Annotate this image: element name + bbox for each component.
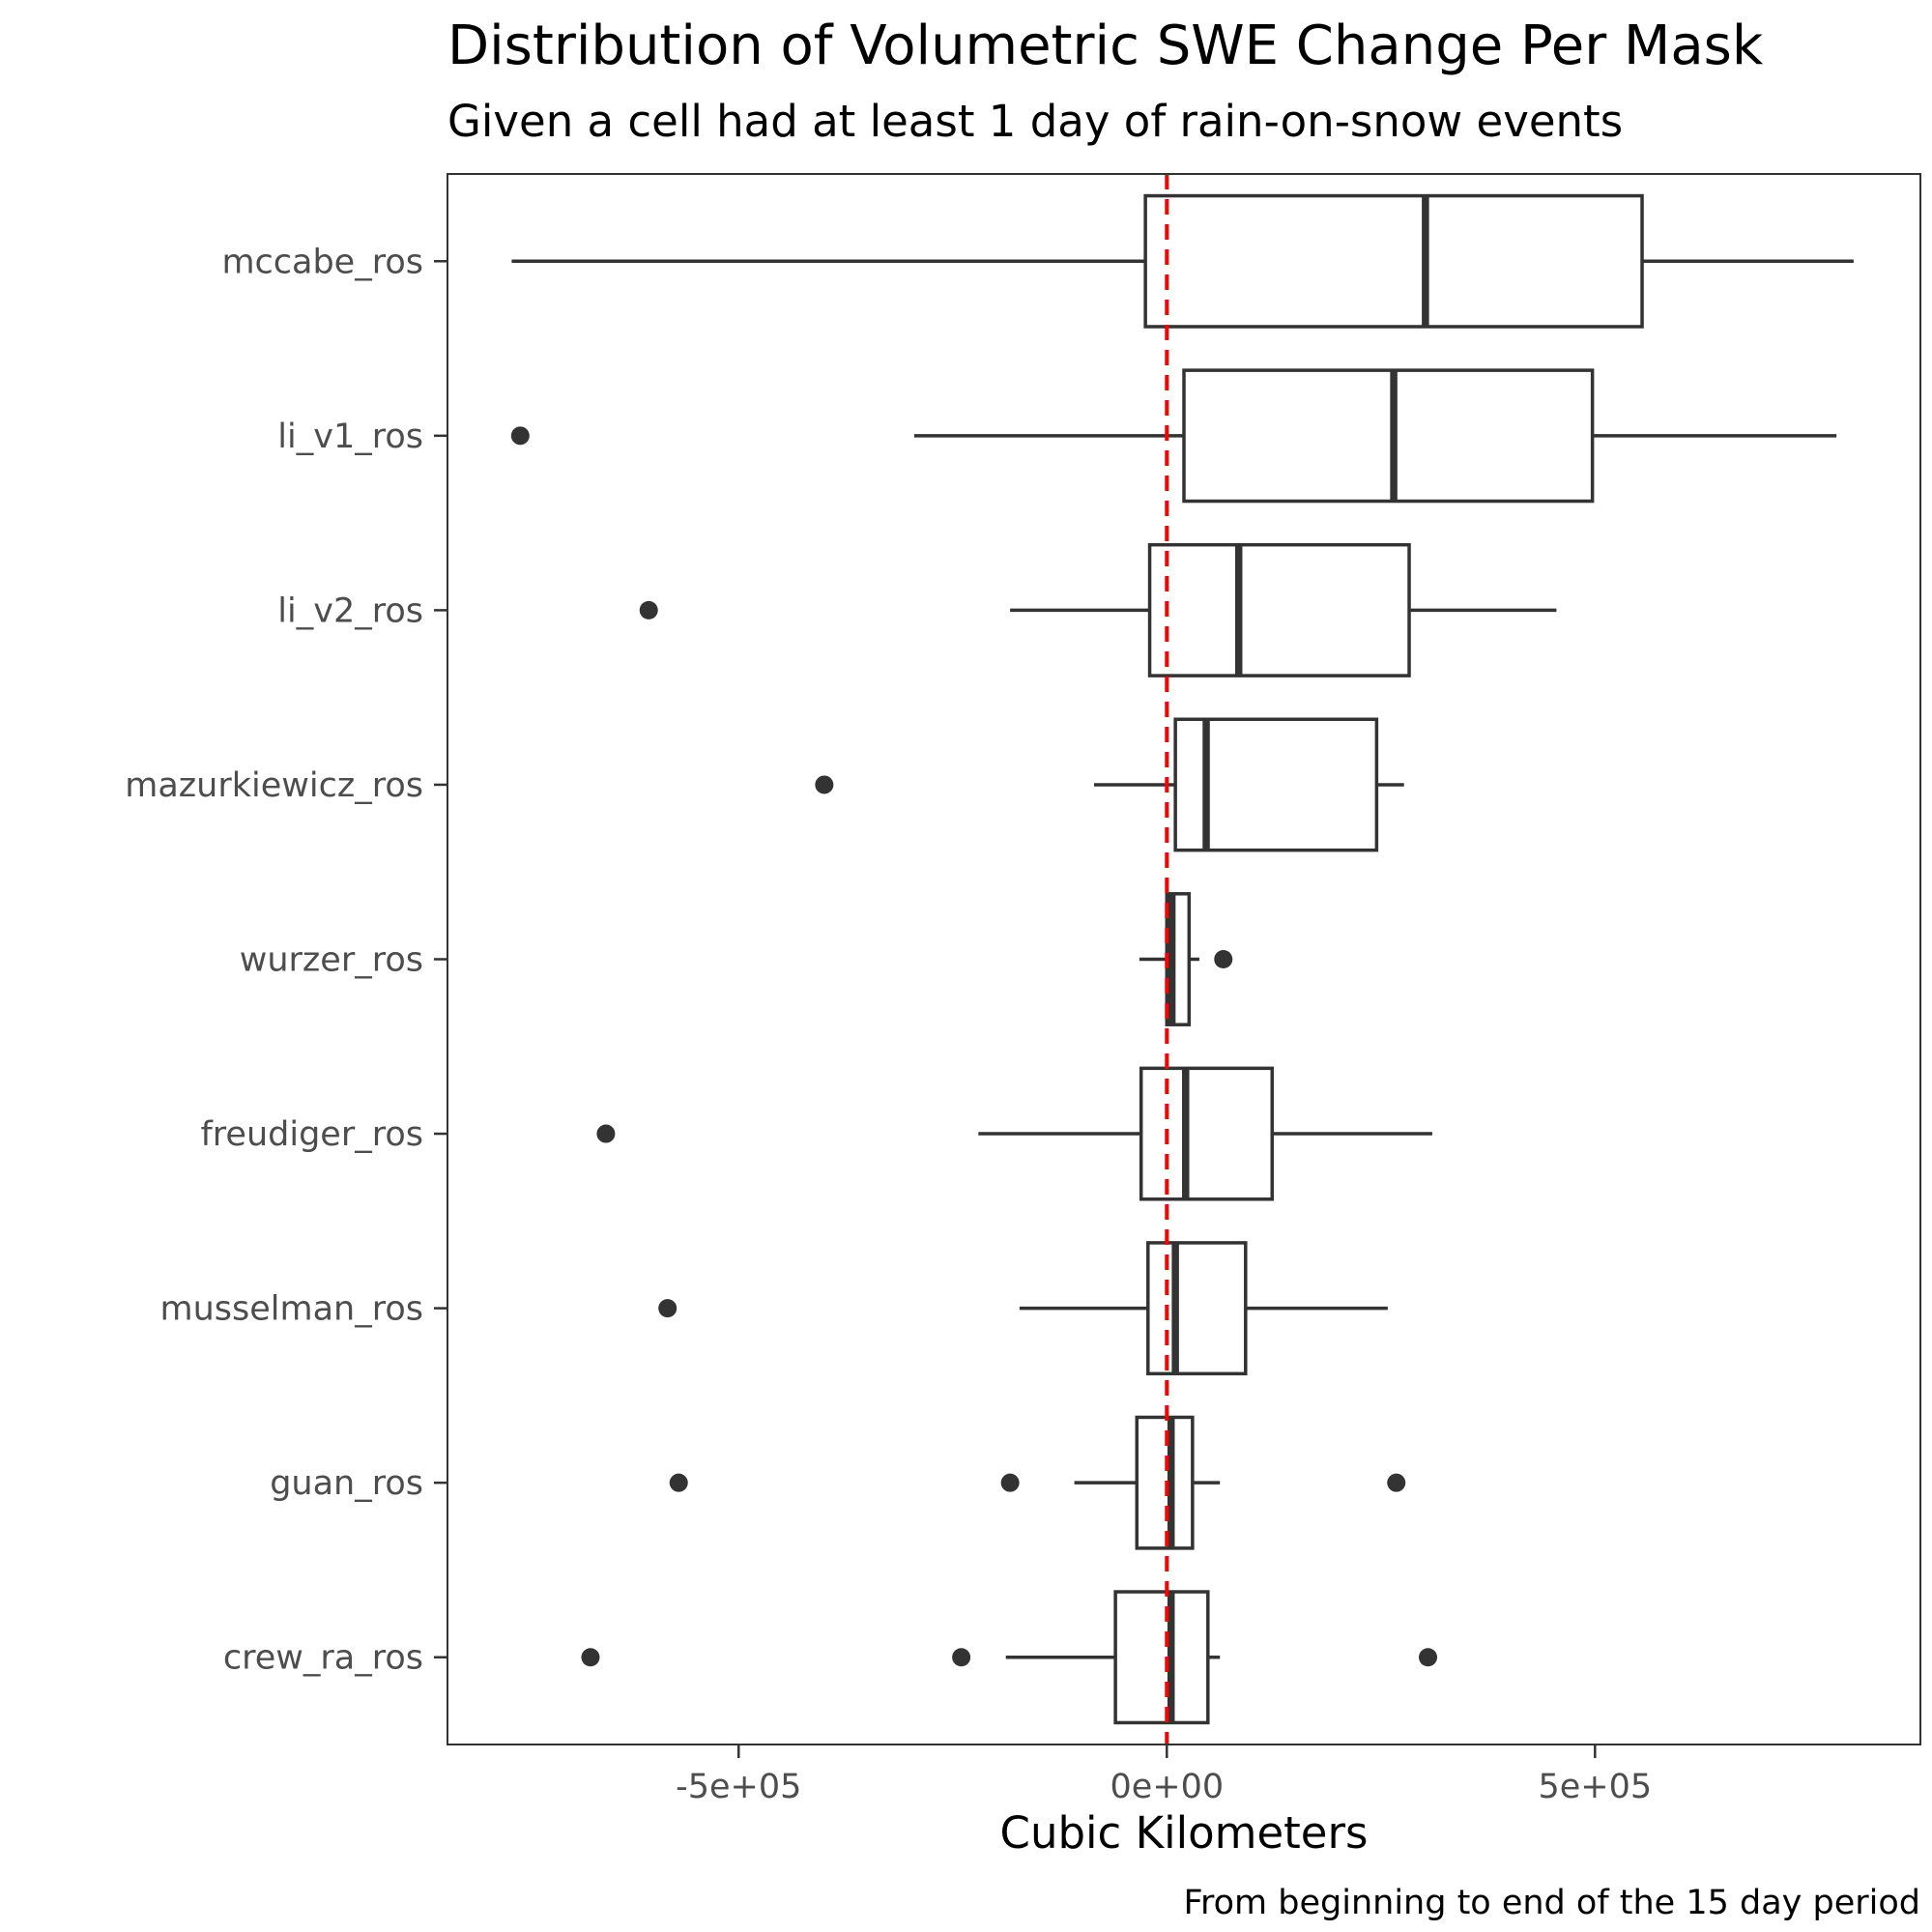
iqr-box	[1146, 1241, 1248, 1376]
y-tick-label: li_v1_ros	[277, 418, 423, 456]
x-tick-label: 0e+00	[1110, 1768, 1224, 1806]
iqr-box	[1139, 1066, 1275, 1201]
x-tick-label: 5e+05	[1538, 1768, 1652, 1806]
outlier-point	[815, 775, 834, 794]
box-group	[511, 193, 1854, 329]
outlier-point	[1387, 1473, 1406, 1492]
box-group	[815, 717, 1404, 852]
y-tick-label: mccabe_ros	[221, 243, 423, 281]
box-group	[658, 1241, 1388, 1376]
outlier-point	[669, 1473, 688, 1492]
x-axis: -5e+05 0e+00 5e+05	[676, 1745, 1652, 1806]
outlier-point	[510, 426, 530, 446]
y-tick-label: crew_ra_ros	[223, 1639, 423, 1678]
iqr-box	[1113, 1590, 1210, 1725]
iqr-box	[1135, 1415, 1195, 1550]
chart-title: Distribution of Volumetric SWE Change Pe…	[447, 14, 1764, 77]
y-tick-label: wurzer_ros	[240, 941, 423, 980]
y-tick-label: guan_ros	[270, 1464, 423, 1503]
outlier-point	[1000, 1473, 1020, 1492]
y-tick-label: musselman_ros	[160, 1290, 424, 1329]
boxes-layer	[510, 193, 1854, 1725]
outlier-point	[1419, 1648, 1438, 1667]
x-tick-label: -5e+05	[676, 1768, 801, 1806]
outlier-point	[639, 600, 658, 620]
y-axis: mccabe_ros li_v1_ros li_v2_ros mazurkiewicz…	[125, 243, 447, 1678]
outlier-point	[658, 1299, 678, 1318]
outlier-point	[952, 1648, 971, 1667]
box-group	[596, 1066, 1432, 1201]
iqr-box	[1147, 542, 1411, 678]
iqr-box	[1143, 193, 1644, 329]
box-group	[639, 542, 1557, 678]
y-tick-label: freudiger_ros	[200, 1115, 423, 1154]
plot-area	[447, 173, 1921, 1745]
chart-caption: From beginning to end of the 15 day peri…	[1183, 1884, 1920, 1922]
chart-subtitle: Given a cell had at least 1 day of rain-…	[447, 96, 1623, 147]
y-tick-label: mazurkiewicz_ros	[125, 766, 423, 805]
box-group	[510, 368, 1837, 504]
x-axis-title: Cubic Kilometers	[1000, 1807, 1369, 1859]
outlier-point	[1214, 950, 1233, 968]
box-group	[669, 1415, 1406, 1550]
box-group	[581, 1590, 1438, 1725]
iqr-box	[1182, 368, 1595, 504]
outlier-point	[581, 1648, 600, 1667]
outlier-point	[596, 1124, 616, 1143]
y-tick-label: li_v2_ros	[277, 591, 423, 630]
